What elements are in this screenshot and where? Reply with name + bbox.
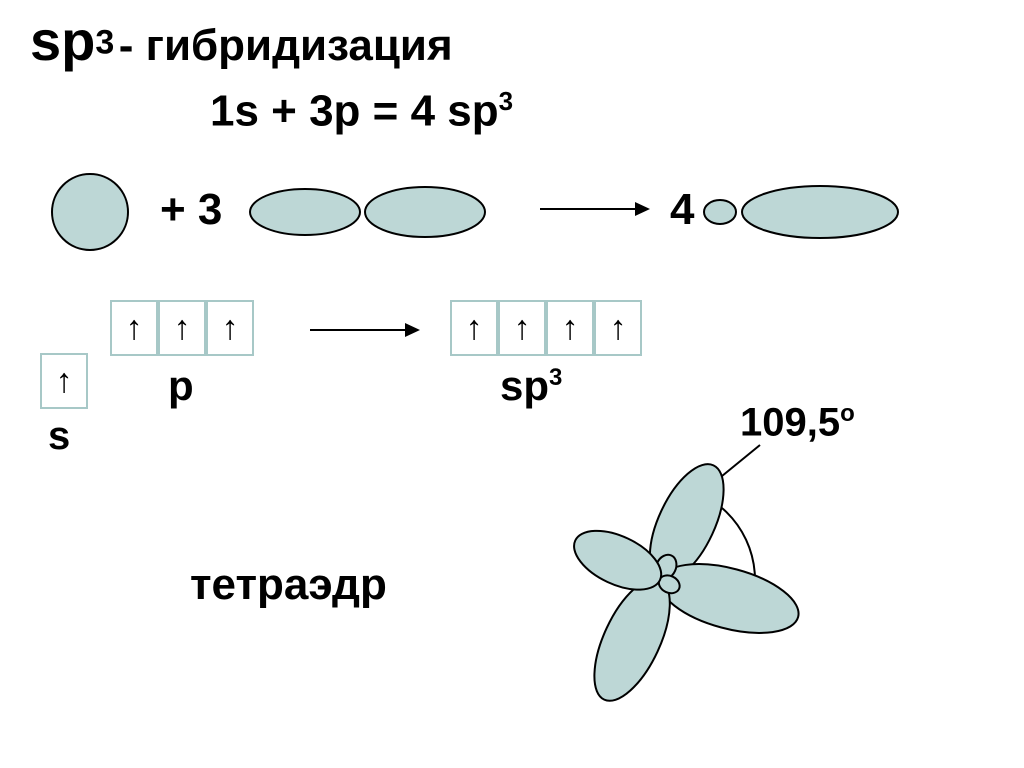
electron-up-arrow: ↑: [222, 311, 239, 345]
s-electron-box: ↑: [40, 353, 88, 409]
p-electron-box: ↑: [110, 300, 158, 356]
sp3-electron-box: ↑: [498, 300, 546, 356]
s-box-row: ↑: [40, 353, 88, 409]
orbital-shapes-row: [0, 0, 1024, 260]
sp3-orbital-big-lobe: [742, 186, 898, 238]
sp3-label: sp3: [500, 362, 562, 410]
p-box-row: ↑ ↑ ↑: [110, 300, 254, 356]
sp3-orbital-small-lobe: [704, 200, 736, 224]
electron-up-arrow: ↑: [56, 364, 73, 398]
plus-three-label: + 3: [160, 185, 222, 235]
p-orbital-lobe-left: [250, 189, 360, 235]
s-orbital-circle: [52, 174, 128, 250]
sp3-label-exp: 3: [549, 364, 562, 391]
p-label: p: [168, 362, 194, 410]
sp3-box-row: ↑ ↑ ↑ ↑: [450, 300, 642, 356]
electron-up-arrow: ↑: [466, 311, 483, 345]
orbital-arrow-head: [635, 202, 650, 216]
p-electron-box: ↑: [158, 300, 206, 356]
sp3-electron-box: ↑: [546, 300, 594, 356]
p-orbital-lobe-right: [365, 187, 485, 237]
angle-label: 109,5о: [740, 400, 855, 445]
sp3-label-base: sp: [500, 362, 549, 409]
four-label: 4: [670, 185, 694, 235]
angle-degree: о: [840, 400, 855, 427]
electron-up-arrow: ↑: [562, 311, 579, 345]
electron-up-arrow: ↑: [514, 311, 531, 345]
p-electron-box: ↑: [206, 300, 254, 356]
s-label: s: [48, 414, 70, 459]
angle-value: 109,5: [740, 400, 840, 444]
sp3-electron-box: ↑: [594, 300, 642, 356]
electron-up-arrow: ↑: [610, 311, 627, 345]
electron-up-arrow: ↑: [174, 311, 191, 345]
sp3-electron-box: ↑: [450, 300, 498, 356]
electron-up-arrow: ↑: [126, 311, 143, 345]
shape-label: тетраэдр: [190, 560, 387, 610]
